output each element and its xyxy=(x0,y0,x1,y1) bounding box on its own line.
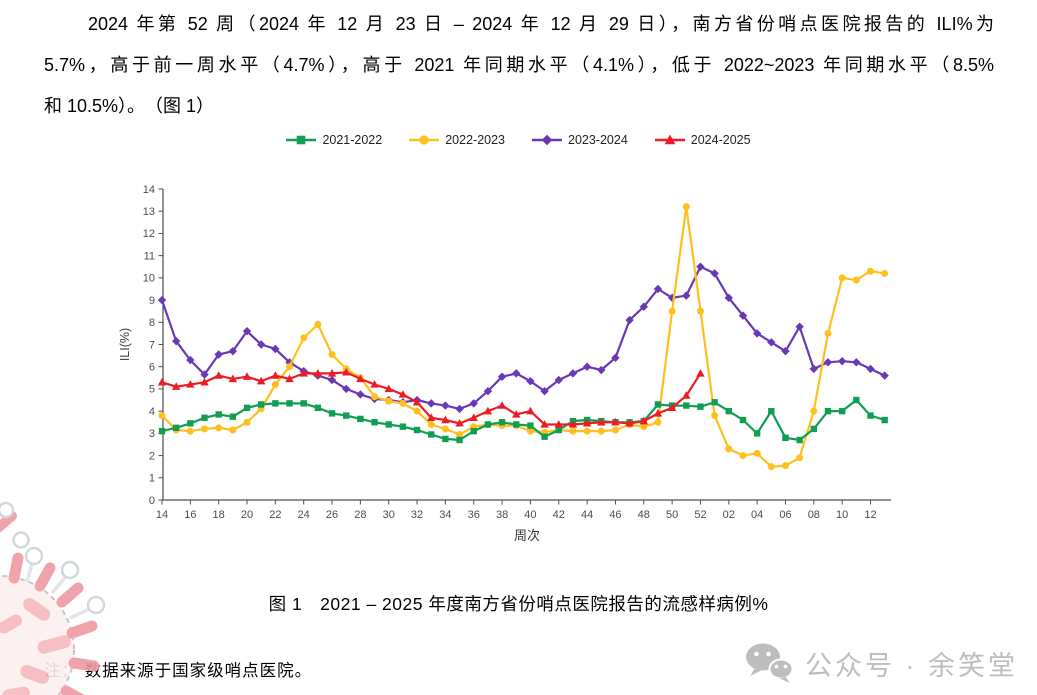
report-paragraph: 2024 年第 52 周（2024 年 12 月 23 日 – 2024 年 1… xyxy=(44,4,994,127)
legend-marker-triangle-icon xyxy=(654,134,685,145)
legend-item-2023-2024: 2023-2024 xyxy=(532,133,628,147)
source-note: 注： 数据来源于国家级哨点医院。 xyxy=(44,662,313,680)
svg-text:6: 6 xyxy=(149,362,155,374)
paragraph-line-2: 5.7%，高于前一周水平（4.7%），高于 2021 年同期水平（4.1%），低… xyxy=(44,55,994,75)
svg-text:32: 32 xyxy=(411,509,423,521)
svg-text:10: 10 xyxy=(836,509,848,521)
legend-item-2024-2025: 2024-2025 xyxy=(654,133,751,147)
svg-text:12: 12 xyxy=(864,509,876,521)
legend-marker-diamond-icon xyxy=(532,134,562,146)
ili-line-chart: 0 1 2 3 4 5 6 7 8 9 10 11 12 13 14 14 16 18 20 22 24 26 28 30 32… xyxy=(115,168,975,560)
legend-label: 2023-2024 xyxy=(568,133,628,147)
svg-text:16: 16 xyxy=(184,509,196,521)
wechat-icon xyxy=(746,643,794,683)
svg-text:13: 13 xyxy=(143,206,155,218)
chart-legend: 2021-2022 2022-2023 2023-2024 2024-2025 xyxy=(0,133,1037,147)
svg-text:52: 52 xyxy=(694,509,706,521)
svg-text:2: 2 xyxy=(149,450,155,462)
svg-text:34: 34 xyxy=(439,509,451,521)
svg-text:3: 3 xyxy=(149,428,155,440)
svg-text:12: 12 xyxy=(143,228,155,240)
svg-text:28: 28 xyxy=(354,509,366,521)
legend-label: 2021-2022 xyxy=(322,133,383,147)
svg-text:11: 11 xyxy=(144,250,155,262)
watermark: 公众号 · 余笑堂 xyxy=(744,642,1018,684)
svg-text:0: 0 xyxy=(149,495,155,507)
svg-text:42: 42 xyxy=(553,509,565,521)
svg-text:50: 50 xyxy=(666,509,678,521)
coronavirus-illustration xyxy=(0,501,106,695)
series-2023-2024 xyxy=(157,262,889,414)
legend-item-2021-2022: 2021-2022 xyxy=(286,133,382,147)
legend-marker-square-icon xyxy=(286,135,317,145)
x-axis-title: 周次 xyxy=(514,528,540,543)
svg-text:9: 9 xyxy=(149,295,155,307)
figure-caption: 图 1 2021 – 2025 年度南方省份哨点医院报告的流感样病例% xyxy=(268,594,769,614)
svg-text:14: 14 xyxy=(156,509,168,521)
svg-text:1: 1 xyxy=(149,473,155,485)
svg-text:10: 10 xyxy=(143,273,155,285)
svg-text:38: 38 xyxy=(496,509,508,521)
svg-text:7: 7 xyxy=(149,339,155,351)
svg-text:4: 4 xyxy=(149,406,155,418)
y-axis-title: ILI(%) xyxy=(118,328,132,361)
watermark-text: 公众号 · 余笑堂 xyxy=(805,650,1018,681)
svg-text:04: 04 xyxy=(751,509,763,521)
svg-text:06: 06 xyxy=(779,509,791,521)
svg-text:36: 36 xyxy=(468,509,480,521)
svg-text:48: 48 xyxy=(638,509,650,521)
svg-text:20: 20 xyxy=(241,509,253,521)
svg-text:02: 02 xyxy=(723,509,735,521)
paragraph-line-3: 和 10.5%）。 （图 1） xyxy=(44,96,215,116)
svg-text:5: 5 xyxy=(149,384,155,396)
svg-text:8: 8 xyxy=(149,317,155,329)
svg-text:22: 22 xyxy=(269,509,281,521)
svg-text:08: 08 xyxy=(808,509,820,521)
series-2021-2022 xyxy=(158,396,888,444)
svg-text:24: 24 xyxy=(298,509,310,521)
svg-text:26: 26 xyxy=(326,509,338,521)
legend-item-2022-2023: 2022-2023 xyxy=(409,133,505,147)
legend-marker-circle-icon xyxy=(409,135,440,145)
svg-text:40: 40 xyxy=(524,509,536,521)
series-2024-2025 xyxy=(157,367,705,428)
svg-text:44: 44 xyxy=(581,509,593,521)
legend-label: 2022-2023 xyxy=(445,133,505,147)
series-2022-2023 xyxy=(158,203,889,471)
svg-text:30: 30 xyxy=(383,509,395,521)
svg-text:46: 46 xyxy=(609,509,621,521)
svg-text:14: 14 xyxy=(143,184,155,196)
legend-label: 2024-2025 xyxy=(690,133,751,147)
paragraph-line-1: 2024 年第 52 周（2024 年 12 月 23 日 – 2024 年 1… xyxy=(88,14,994,34)
svg-text:18: 18 xyxy=(213,509,225,521)
